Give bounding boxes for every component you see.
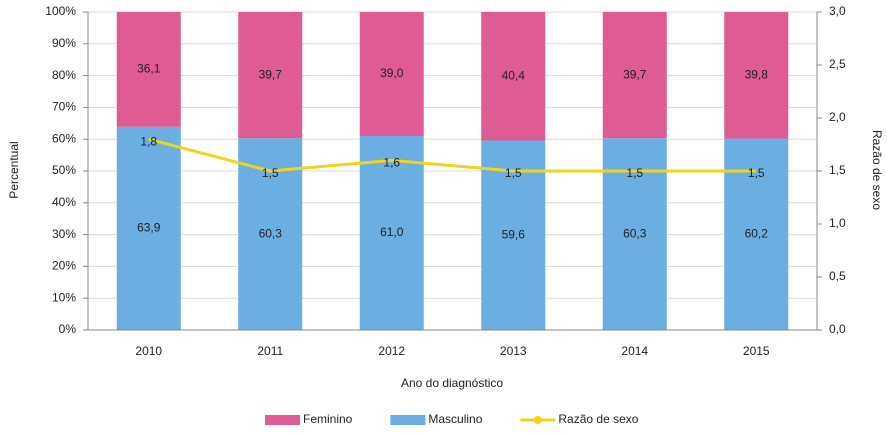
y-axis-label: Percentual [7, 141, 21, 198]
legend-swatch [265, 415, 300, 425]
value-label: 1,6 [383, 156, 400, 170]
y-tick-label: 60% [52, 131, 76, 145]
y-tick-label: 100% [45, 4, 76, 18]
legend-label: Masculino [428, 412, 482, 426]
y2-tick-label: 0,0 [829, 322, 846, 336]
y-tick-label: 30% [52, 227, 76, 241]
bar-segment [359, 12, 424, 137]
y-tick-label: 0% [59, 322, 77, 336]
bar-segment [602, 12, 667, 139]
value-label: 1,5 [626, 166, 643, 180]
x-tick-label: 2014 [621, 344, 648, 358]
y2-tick-label: 1,5 [829, 163, 846, 177]
y-tick-label: 10% [52, 290, 76, 304]
y-tick-label: 90% [52, 36, 76, 50]
x-axis-label: Ano do diagnóstico [401, 376, 503, 390]
value-label: 1,5 [748, 166, 765, 180]
value-label: 63,9 [137, 221, 161, 235]
x-tick-label: 2013 [500, 344, 527, 358]
bar-segment [116, 12, 181, 127]
value-label: 60,3 [623, 226, 647, 240]
y2-tick-label: 2,5 [829, 57, 846, 71]
bar-segment [116, 126, 181, 330]
value-label: 39,8 [745, 67, 769, 81]
y2-axis-label: Razão de sexo [870, 130, 884, 210]
legend-label: Feminino [303, 412, 353, 426]
x-tick-label: 2012 [378, 344, 405, 358]
value-label: 36,1 [137, 62, 161, 76]
value-label: 1,5 [505, 166, 522, 180]
y-tick-label: 20% [52, 259, 76, 273]
bar-segment [481, 12, 546, 141]
x-tick-label: 2011 [257, 344, 283, 358]
legend-label: Razão de sexo [558, 412, 638, 426]
y-tick-label: 40% [52, 195, 76, 209]
value-label: 39,7 [623, 67, 647, 81]
bar-segment [238, 12, 303, 139]
value-label: 39,7 [259, 67, 283, 81]
bar-segment [724, 12, 789, 139]
value-label: 40,4 [502, 68, 526, 82]
y-tick-label: 70% [52, 100, 76, 114]
y2-tick-label: 1,0 [829, 216, 846, 230]
bar-segment [359, 136, 424, 330]
x-tick-label: 2010 [135, 344, 162, 358]
value-label: 1,8 [140, 134, 157, 148]
legend-swatch [390, 415, 426, 425]
x-tick-label: 2015 [743, 344, 770, 358]
y2-tick-label: 0,5 [829, 269, 846, 283]
value-label: 1,5 [262, 166, 279, 180]
line-series [148, 137, 757, 173]
value-label: 61,0 [380, 225, 404, 239]
value-label: 60,3 [259, 226, 283, 240]
y-tick-label: 50% [52, 163, 76, 177]
y2-tick-label: 3,0 [829, 4, 846, 18]
value-label: 60,2 [745, 226, 769, 240]
value-label: 59,6 [502, 227, 526, 241]
y-tick-label: 80% [52, 68, 76, 82]
y2-tick-label: 2,0 [829, 110, 846, 124]
legend-marker [533, 416, 542, 424]
value-label: 39,0 [380, 66, 404, 80]
